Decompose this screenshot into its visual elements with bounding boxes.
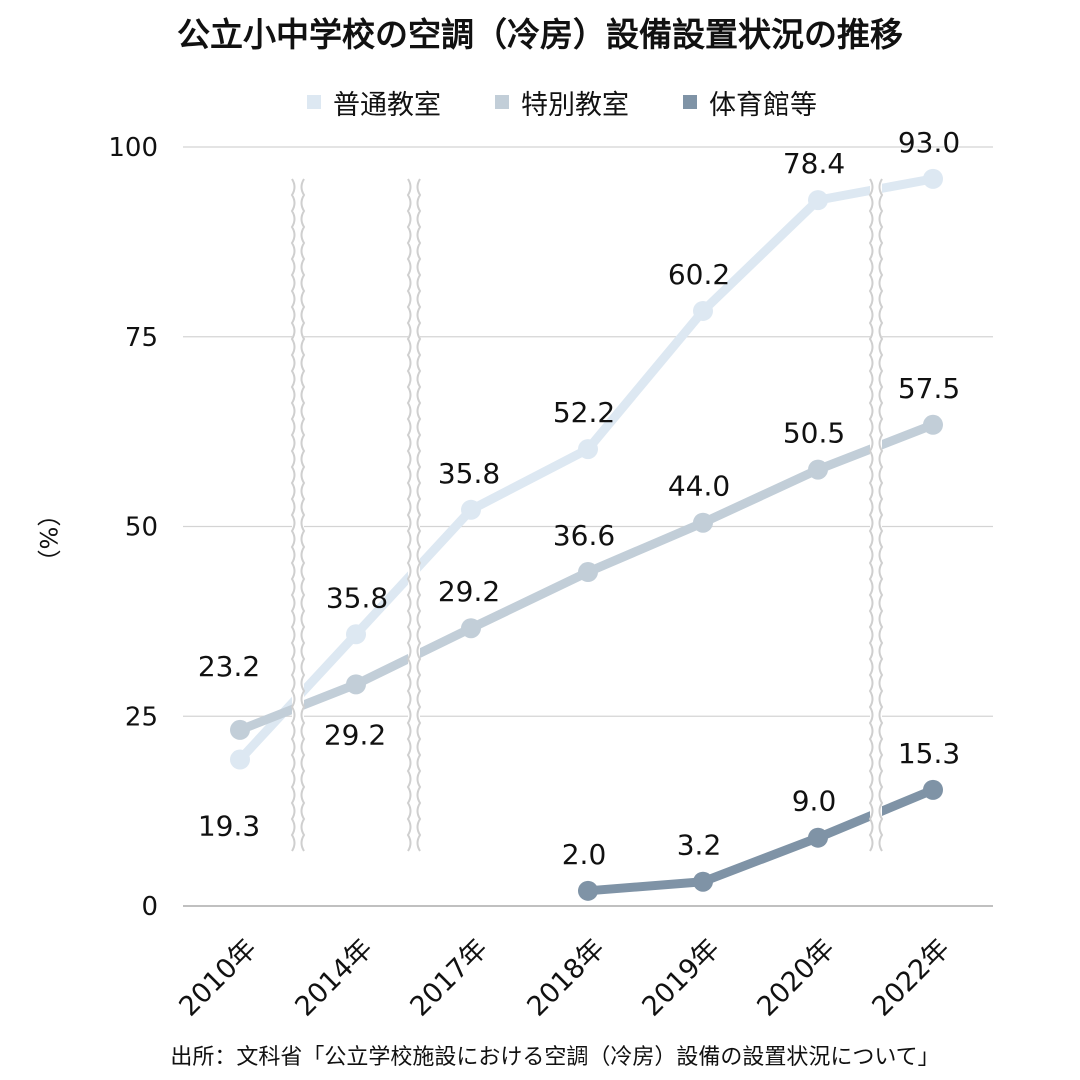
data-point	[346, 624, 366, 645]
data-point	[693, 300, 713, 321]
source-note: 出所：文科省「公立学校施設における空調（冷房）設備の設置状況について」	[170, 1045, 939, 1070]
data-label: 9.0	[792, 785, 837, 818]
x-tick-label: 2014年	[289, 933, 379, 1023]
data-point	[578, 562, 598, 583]
grid-lines	[183, 146, 993, 907]
axis-break-gap	[870, 177, 882, 842]
data-point	[230, 719, 250, 740]
data-point	[923, 779, 943, 800]
legend-swatch	[495, 95, 509, 109]
y-tick-label: 75	[125, 323, 158, 353]
axis-break-gap	[292, 177, 304, 842]
axis-break-edge	[406, 178, 412, 852]
data-label: 36.6	[553, 519, 615, 552]
x-tick-label: 2018年	[521, 933, 611, 1023]
legend-swatch	[307, 95, 321, 109]
data-point	[346, 674, 366, 695]
legend-label: 普通教室	[333, 90, 441, 121]
data-label: 93.0	[898, 126, 960, 159]
x-tick-label: 2022年	[866, 933, 956, 1023]
data-label: 57.5	[898, 372, 960, 405]
data-point	[923, 168, 943, 189]
y-axis-label: （%）	[34, 503, 62, 574]
data-label: 50.5	[783, 417, 845, 450]
data-label: 29.2	[324, 718, 386, 751]
data-point	[693, 512, 713, 533]
axis-break-edge	[878, 178, 884, 852]
data-point	[808, 190, 828, 211]
legend-label: 体育館等	[709, 90, 817, 121]
series-layer	[230, 168, 943, 901]
y-tick-label: 50	[125, 513, 158, 543]
axis-break-gap	[408, 177, 420, 842]
data-point	[461, 618, 481, 639]
axis-break-edge	[290, 178, 296, 852]
axis-break-edge	[300, 178, 306, 852]
chart-title: 公立小中学校の空調（冷房）設備設置状況の推移	[177, 15, 903, 54]
data-label: 3.2	[677, 829, 722, 862]
y-axis: 0 25 50 75 100	[108, 133, 158, 922]
axis-break-edge	[868, 178, 874, 852]
data-label: 23.2	[198, 650, 260, 683]
data-point	[461, 499, 481, 520]
data-label: 44.0	[668, 470, 730, 503]
data-label: 35.8	[326, 581, 388, 614]
data-point	[808, 459, 828, 480]
legend-swatch	[683, 95, 697, 109]
x-tick-label: 2017年	[404, 933, 494, 1023]
x-tick-label: 2019年	[636, 933, 726, 1023]
x-axis: 2010年 2014年 2017年 2018年 2019年 2020年 2022年	[173, 933, 956, 1023]
data-label: 2.0	[562, 838, 607, 871]
data-label: 15.3	[898, 737, 960, 770]
x-tick-label: 2010年	[173, 933, 263, 1023]
legend: 普通教室 特別教室 体育館等	[307, 90, 817, 121]
y-tick-label: 25	[125, 702, 158, 732]
y-tick-label: 100	[108, 133, 158, 163]
data-labels: 19.3 35.8 35.8 52.2 60.2 78.4 93.0 23.2 29.2 29.2…	[198, 126, 960, 871]
axis-breaks	[290, 177, 884, 852]
data-point	[578, 439, 598, 460]
data-point	[923, 414, 943, 435]
data-label: 60.2	[668, 258, 730, 291]
data-point	[230, 749, 250, 770]
data-point	[578, 880, 598, 901]
data-label: 19.3	[198, 810, 260, 843]
legend-label: 特別教室	[521, 90, 629, 121]
x-tick-label: 2020年	[751, 933, 841, 1023]
axis-break-edge	[416, 178, 422, 852]
data-label: 35.8	[438, 457, 500, 490]
data-point	[693, 871, 713, 892]
y-tick-label: 0	[141, 892, 158, 922]
data-label: 29.2	[438, 575, 500, 608]
data-label: 52.2	[553, 396, 615, 429]
data-label: 78.4	[783, 147, 845, 180]
data-point	[808, 827, 828, 848]
